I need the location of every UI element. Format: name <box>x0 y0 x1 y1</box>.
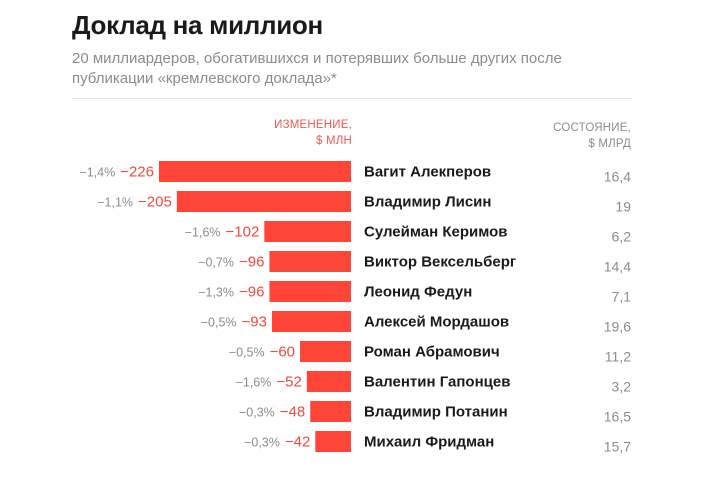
category-label: Алексей Мордашов <box>364 314 509 331</box>
percent-label: −1,4% <box>79 166 115 180</box>
change-label: −226 <box>120 164 154 181</box>
percent-label: −0,5% <box>229 346 265 360</box>
percent-label: −0,3% <box>244 436 280 450</box>
state-column-header: СОСТОЯНИЕ, $ МЛРД <box>553 120 631 152</box>
category-label: Вагит Алекперов <box>364 164 491 181</box>
bar <box>315 431 351 452</box>
change-header-line-1: ИЗМЕНЕНИЕ, <box>274 119 352 131</box>
bar <box>159 161 351 182</box>
bar <box>264 221 351 242</box>
percent-label: −1,6% <box>236 376 272 390</box>
percent-label: −1,6% <box>185 226 221 240</box>
percent-label: −0,3% <box>239 406 275 420</box>
chart-subtitle: 20 миллиардеров, обогатившихся и потеряв… <box>72 50 562 87</box>
chart-title: Доклад на миллион <box>72 10 323 40</box>
percent-label: −1,3% <box>198 286 234 300</box>
bar <box>176 191 351 212</box>
state-label: 6,2 <box>612 229 632 245</box>
category-label: Леонид Федун <box>364 284 472 301</box>
state-label: 3,2 <box>612 379 632 395</box>
bar <box>306 371 351 392</box>
category-label: Виктор Вексельберг <box>364 254 516 271</box>
state-label: 16,4 <box>604 169 631 185</box>
change-label: −42 <box>285 434 310 451</box>
category-label: Валентин Гапонцев <box>364 374 510 391</box>
change-label: −60 <box>270 344 295 361</box>
change-header-line-2: $ МЛН <box>315 135 352 147</box>
bar <box>310 401 351 422</box>
category-label: Владимир Лисин <box>364 194 491 211</box>
category-label: Владимир Потанин <box>364 404 508 421</box>
change-label: −48 <box>280 404 305 421</box>
change-label: −96 <box>239 254 264 271</box>
state-header-line-1: СОСТОЯНИЕ, <box>553 122 631 134</box>
bar <box>269 251 351 272</box>
change-column-header: ИЗМЕНЕНИЕ, $ МЛН <box>274 117 352 149</box>
change-label: −93 <box>242 314 267 331</box>
state-label: 7,1 <box>612 289 632 305</box>
state-label: 15,7 <box>604 439 631 455</box>
change-label: −52 <box>276 374 301 391</box>
percent-label: −1,1% <box>97 196 133 210</box>
state-label: 11,2 <box>605 349 631 365</box>
bar <box>271 311 351 332</box>
percent-label: −0,5% <box>201 316 237 330</box>
header-divider <box>72 98 632 99</box>
state-label: 14,4 <box>604 259 631 275</box>
category-label: Михаил Фридман <box>364 434 494 451</box>
category-label: Роман Абрамович <box>364 344 500 361</box>
state-header-line-2: $ МЛРД <box>588 138 631 150</box>
state-label: 19 <box>615 199 631 215</box>
bar <box>300 341 351 362</box>
percent-label: −0,7% <box>198 256 234 270</box>
bar <box>269 281 351 302</box>
state-label: 16,5 <box>604 409 631 425</box>
change-label: −96 <box>239 284 264 301</box>
category-label: Сулейман Керимов <box>364 224 508 241</box>
state-label: 19,6 <box>604 319 631 335</box>
change-label: −205 <box>138 194 172 211</box>
change-label: −102 <box>226 224 260 241</box>
